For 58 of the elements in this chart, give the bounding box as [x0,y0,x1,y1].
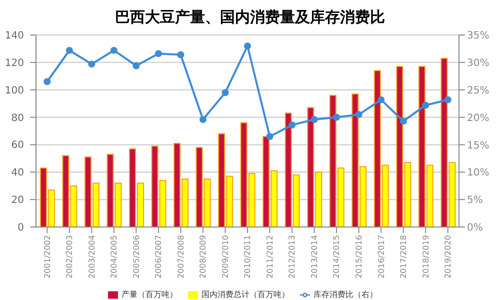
y-tick-label: 20 [11,195,24,206]
x-tick-label: 2003/2004 [87,235,96,278]
point [422,102,430,109]
point [355,111,362,118]
y2-tick-label: 35% [467,30,490,42]
x-tick-label: 2011/2012 [265,235,274,278]
y-tick-label: 60 [11,140,24,152]
x-tick-label: 2005/2006 [132,235,141,278]
y-tick-label: 100 [4,85,24,96]
point [154,50,162,58]
point [244,42,251,50]
y2-tick-label: 25% [467,85,490,96]
x-tick-label: 2004/2005 [110,235,119,278]
point [400,118,407,125]
x-tick-label: 2016/2017 [376,235,386,278]
x-tick-label: 2002/2003 [65,235,74,278]
y-tick-label: 80 [11,112,24,124]
legend-label: 国内消费总计（百万吨） [202,290,290,299]
point [378,96,385,104]
x-tick-label: 2019/2020 [444,235,453,278]
point [110,46,118,54]
point [288,121,296,128]
point [44,78,51,86]
point [132,62,140,70]
point [444,96,452,104]
x-tick-label: 2013/2014 [310,235,319,278]
y2-tick-label: 15% [467,140,490,152]
chart-title: 巴西大豆产量、国内消费量及库存消费比 [114,7,386,28]
x-tick-label: 2008/2009 [198,235,208,278]
x-tick-label: 2010/2011 [243,235,252,278]
y2-tick-label: 20% [467,112,490,124]
x-tick-label: 2014/2015 [332,235,342,278]
point [177,51,184,58]
y-tick-label: 120 [4,58,24,69]
legend-label: 库存消费比（右） [314,290,378,299]
y2-tick-label: 5% [467,195,483,206]
y2-tick-label: 10% [467,168,490,179]
point [199,116,206,123]
y-tick-label: 40 [11,168,24,179]
x-tick-label: 2012/2013 [288,235,297,278]
x-tick-label: 2007/2008 [176,235,186,278]
y2-tick-label: 30% [467,58,490,69]
y-tick-label: 0 [18,222,24,234]
point [222,89,229,96]
point [266,132,274,140]
y2-tick-label: 0% [467,222,483,234]
x-tick-label: 2001/2002 [42,235,52,278]
point [310,116,318,123]
x-tick-label: 2018/2019 [421,235,430,278]
x-tick-label: 2015/2016 [354,235,364,278]
point [88,60,96,68]
point [333,114,340,121]
point [66,46,73,54]
y-tick-label: 140 [4,30,24,42]
x-tick-label: 2017/2018 [399,235,408,278]
legend-label: 产量（百万吨） [122,290,178,299]
x-tick-label: 2006/2007 [154,235,164,278]
x-tick-label: 2009/2010 [220,235,230,278]
